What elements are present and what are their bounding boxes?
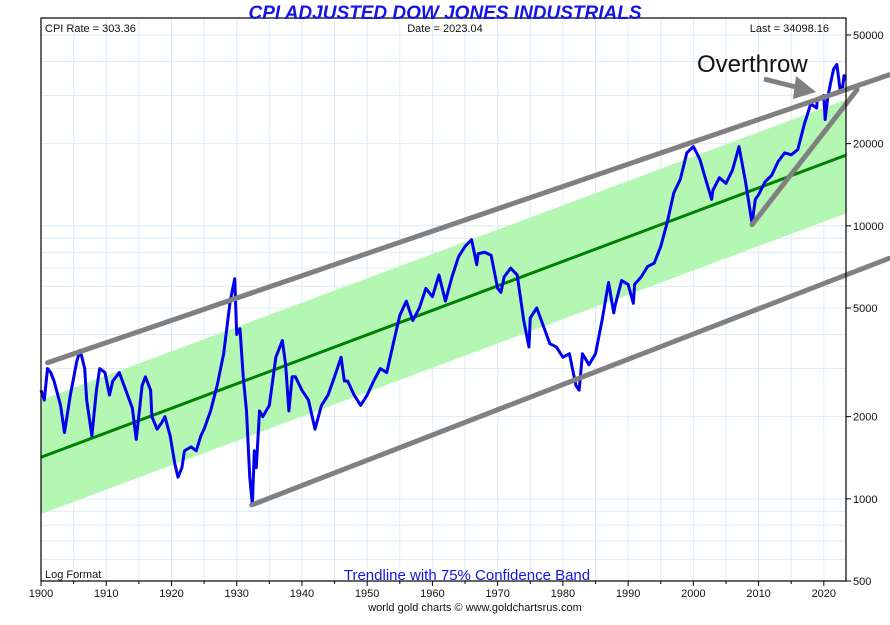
x-tick-label: 1970: [485, 588, 509, 600]
x-tick-label: 1910: [94, 588, 118, 600]
upper-channel-line: [45, 72, 890, 366]
x-tick-label: 1990: [616, 588, 640, 600]
trendline: [40, 153, 847, 459]
x-tick-label: 2010: [746, 588, 770, 600]
dow-series-line: [39, 62, 847, 507]
x-tick-label: 1920: [159, 588, 183, 600]
chart-title: CPI ADJUSTED DOW JONES INDUSTRIALS: [248, 3, 641, 24]
y-tick-label: 10000: [853, 221, 884, 233]
x-tick-label: 1980: [551, 588, 575, 600]
y-tick-label: 5000: [853, 303, 877, 315]
x-tick-label: 1950: [355, 588, 379, 600]
lower-channel-line: [249, 255, 890, 508]
plot-frame: [40, 17, 847, 582]
x-tick-label: 1960: [420, 588, 444, 600]
footer-credit: world gold charts © www.goldchartsrus.co…: [367, 602, 582, 614]
overthrow-arrow-shaft: [763, 76, 801, 91]
log-format-label: Log Format: [45, 569, 101, 581]
overthrow-arrow-head: [793, 76, 816, 99]
y-tick-label: 1000: [853, 494, 877, 506]
rising-support-line: [749, 87, 860, 228]
x-tick-label: 1900: [29, 588, 53, 600]
overthrow-annotation: Overthrow: [697, 51, 808, 78]
y-tick-label: 50000: [853, 30, 884, 42]
y-tick-label: 500: [853, 576, 871, 588]
x-tick-label: 2020: [812, 588, 836, 600]
last-value-label: Last = 34098.16: [750, 23, 829, 35]
subtitle: Trendline with 75% Confidence Band: [344, 567, 590, 584]
overthrow-arrow: [763, 76, 816, 99]
date-label: Date = 2023.04: [407, 23, 483, 35]
x-tick-label: 1940: [290, 588, 314, 600]
cpi-rate-label: CPI Rate = 303.36: [45, 23, 136, 35]
y-tick-label: 20000: [853, 139, 884, 151]
y-axis: 50000 20000 10000 5000 2000 1000 500: [846, 30, 884, 588]
y-tick-label: 2000: [853, 412, 877, 424]
x-axis: 1900 1910 1920 1930 1940 1950 1960 1970 1980 1990…: [29, 581, 836, 600]
x-tick-label: 2000: [681, 588, 705, 600]
channel-lines: [45, 72, 890, 508]
x-tick-label: 1930: [224, 588, 248, 600]
